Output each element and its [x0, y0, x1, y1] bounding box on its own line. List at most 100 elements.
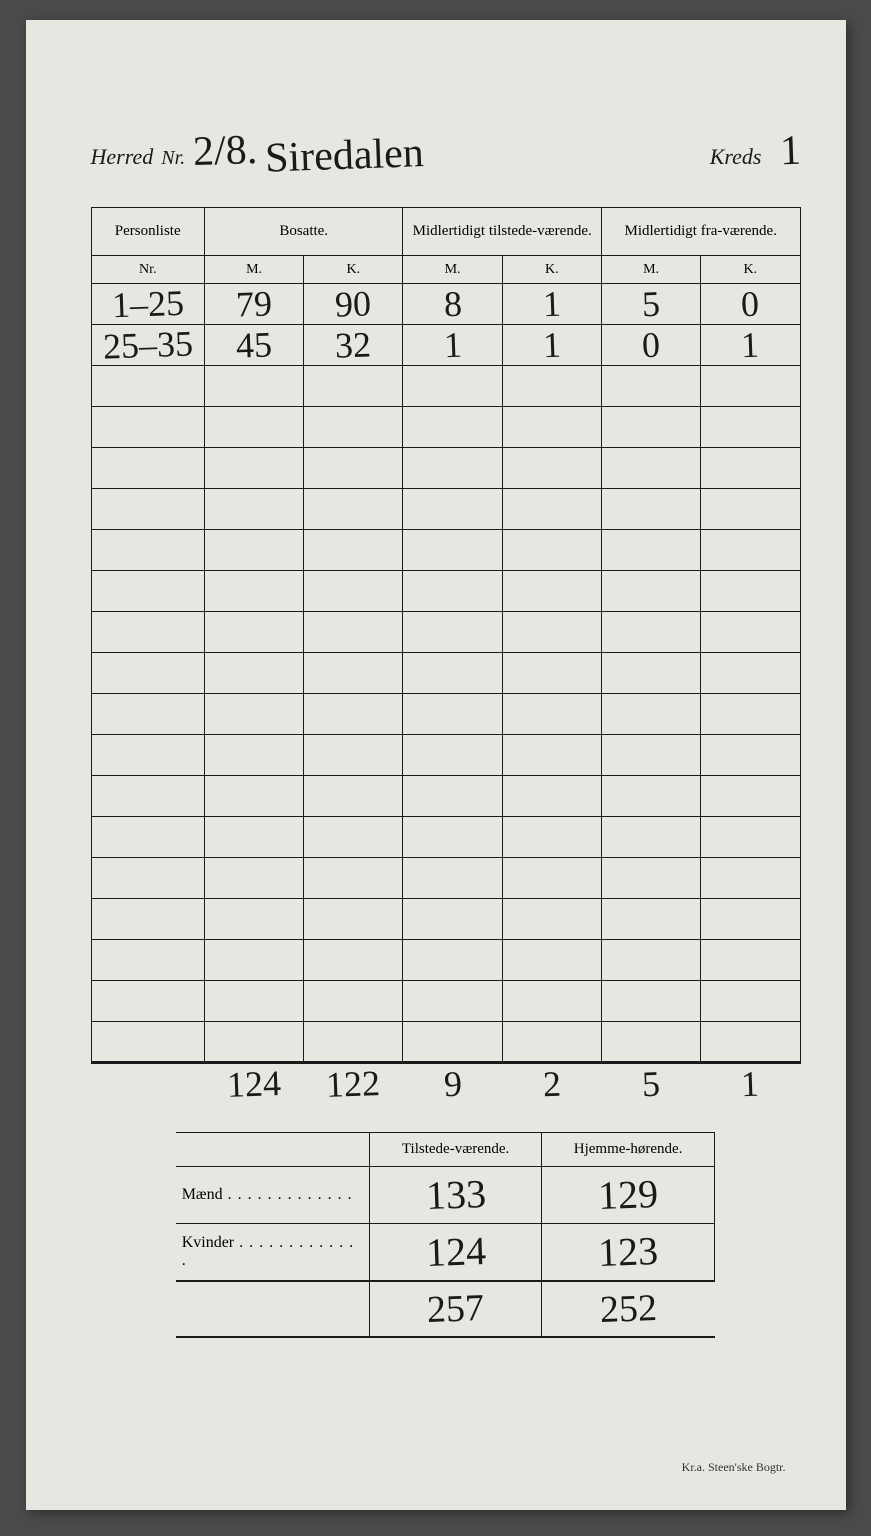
cell-empty	[204, 858, 303, 899]
cell-tk: 1	[502, 325, 601, 366]
cell-empty	[403, 612, 502, 653]
cell-empty	[601, 653, 700, 694]
cell-empty	[403, 366, 502, 407]
cell-empty	[204, 694, 303, 735]
cell-empty	[502, 858, 601, 899]
cell-empty	[701, 899, 800, 940]
total-value: 1	[741, 1066, 760, 1103]
total-cell	[91, 1063, 204, 1105]
cell-value: 45	[235, 326, 272, 363]
cell-empty	[403, 858, 502, 899]
summary-cell: 129	[541, 1167, 714, 1224]
cell-value: 1–25	[111, 285, 184, 323]
cell-empty	[601, 407, 700, 448]
col-bosatte-k: K.	[304, 256, 403, 284]
cell-fk: 1	[701, 325, 800, 366]
cell-empty	[204, 899, 303, 940]
cell-empty	[91, 981, 204, 1022]
cell-empty	[304, 612, 403, 653]
cell-value: 0	[741, 286, 760, 323]
cell-empty	[403, 407, 502, 448]
cell-empty	[601, 817, 700, 858]
cell-fm: 5	[601, 284, 700, 325]
cell-empty	[304, 940, 403, 981]
col-nr: Nr.	[91, 256, 204, 284]
cell-empty	[304, 366, 403, 407]
summary-row: Mænd133129	[176, 1167, 715, 1224]
table-row-empty	[91, 407, 800, 448]
cell-empty	[701, 694, 800, 735]
cell-tm: 1	[403, 325, 502, 366]
cell-empty	[304, 571, 403, 612]
table-row-empty	[91, 899, 800, 940]
summary-table: Tilstede-værende. Hjemme-hørende. Mænd13…	[176, 1132, 716, 1338]
cell-empty	[502, 694, 601, 735]
cell-empty	[91, 489, 204, 530]
cell-fk: 0	[701, 284, 800, 325]
table-row-empty	[91, 981, 800, 1022]
cell-empty	[304, 735, 403, 776]
cell-empty	[304, 776, 403, 817]
cell-empty	[403, 1022, 502, 1063]
cell-empty	[701, 612, 800, 653]
form-header: Herred Nr. 2/8. Siredalen Kreds 1	[91, 130, 801, 172]
cell-empty	[502, 776, 601, 817]
cell-empty	[502, 407, 601, 448]
summary-total-cell: 252	[541, 1281, 714, 1337]
herred-name-value: Siredalen	[265, 122, 703, 179]
cell-empty	[304, 817, 403, 858]
table-row-empty	[91, 940, 800, 981]
cell-empty	[701, 407, 800, 448]
cell-empty	[601, 940, 700, 981]
cell-empty	[304, 899, 403, 940]
cell-value: 90	[335, 285, 372, 322]
cell-empty	[601, 981, 700, 1022]
total-value: 9	[443, 1066, 462, 1103]
summary-row: Kvinder124123	[176, 1224, 715, 1282]
table-row-empty	[91, 1022, 800, 1063]
cell-bm: 79	[204, 284, 303, 325]
cell-value: 1	[443, 327, 462, 364]
table-row-empty	[91, 735, 800, 776]
cell-empty	[91, 735, 204, 776]
cell-empty	[701, 940, 800, 981]
cell-empty	[601, 448, 700, 489]
cell-empty	[204, 612, 303, 653]
kreds-label: Kreds	[710, 144, 762, 170]
table-row-empty	[91, 653, 800, 694]
cell-empty	[701, 735, 800, 776]
cell-empty	[304, 489, 403, 530]
cell-empty	[601, 858, 700, 899]
cell-value: 25–35	[102, 325, 193, 364]
cell-empty	[701, 776, 800, 817]
cell-value: 32	[335, 326, 372, 363]
summary-value: 133	[425, 1174, 486, 1216]
col-tilstede-m: M.	[403, 256, 502, 284]
cell-bk: 90	[304, 284, 403, 325]
col-fra-k: K.	[701, 256, 800, 284]
table-row: 1–2579908150	[91, 284, 800, 325]
herred-nr-value: 2/8.	[192, 129, 258, 173]
cell-empty	[601, 694, 700, 735]
cell-empty	[204, 448, 303, 489]
cell-empty	[91, 407, 204, 448]
cell-empty	[304, 1022, 403, 1063]
summary-totals-row: 257252	[176, 1281, 715, 1337]
cell-value: 1	[542, 327, 561, 364]
table-row-empty	[91, 489, 800, 530]
table-row-empty	[91, 448, 800, 489]
col-fra-m: M.	[601, 256, 700, 284]
table-row-empty	[91, 530, 800, 571]
total-cell: 9	[403, 1063, 502, 1105]
cell-empty	[204, 940, 303, 981]
cell-empty	[403, 489, 502, 530]
cell-empty	[601, 899, 700, 940]
total-value: 122	[326, 1065, 381, 1103]
total-cell: 5	[601, 1063, 700, 1105]
cell-tm: 8	[403, 284, 502, 325]
totals-row: 1241229251	[91, 1063, 800, 1105]
cell-empty	[204, 735, 303, 776]
summary-total-value: 252	[599, 1289, 657, 1329]
summary-row-label: Kvinder	[176, 1224, 370, 1282]
cell-empty	[91, 940, 204, 981]
